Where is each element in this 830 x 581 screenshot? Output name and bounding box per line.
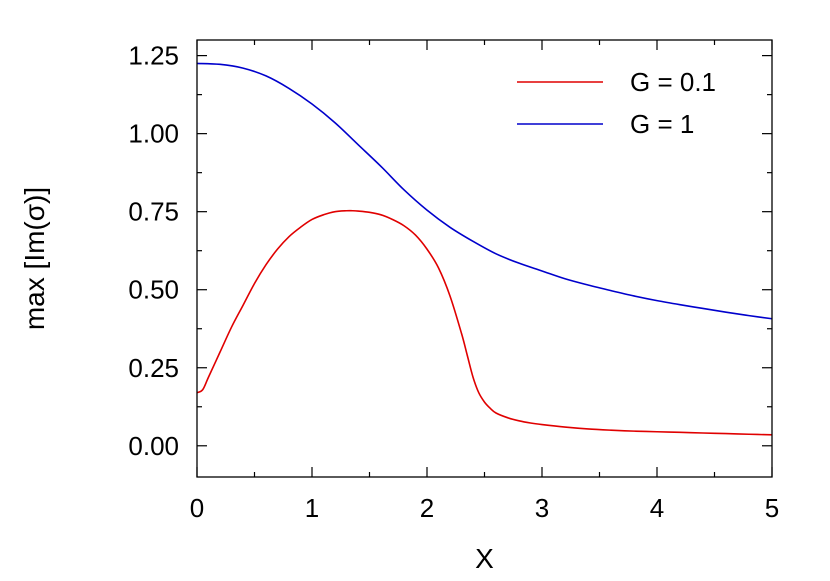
tick-marks <box>196 40 773 477</box>
series-line-1 <box>196 62 773 320</box>
x-tick-label: 1 <box>305 493 319 523</box>
y-tick-label: 1.00 <box>128 119 179 149</box>
series-lines <box>196 62 773 436</box>
x-tick-label: 2 <box>420 493 434 523</box>
legend: G = 0.1 G = 1 <box>517 67 716 139</box>
y-axis-label: max [Im(σ)] <box>19 187 50 330</box>
legend-label-g-0-1: G = 0.1 <box>630 67 716 97</box>
y-tick-label: 0.25 <box>128 353 179 383</box>
x-tick-label: 0 <box>190 493 204 523</box>
y-tick-labels: 0.00 0.25 0.50 0.75 1.00 1.25 <box>128 41 179 461</box>
legend-label-g-1: G = 1 <box>630 109 694 139</box>
y-tick-label: 1.25 <box>128 41 179 71</box>
x-tick-label: 5 <box>765 493 779 523</box>
x-tick-labels: 0 1 2 3 4 5 <box>190 493 779 523</box>
y-tick-label: 0.50 <box>128 275 179 305</box>
plot-frame <box>196 39 773 478</box>
x-axis-label: X <box>475 543 494 574</box>
y-tick-label: 0.00 <box>128 431 179 461</box>
y-tick-label: 0.75 <box>128 197 179 227</box>
x-tick-label: 3 <box>535 493 549 523</box>
x-tick-label: 4 <box>650 493 664 523</box>
series-line-0 <box>196 209 773 436</box>
